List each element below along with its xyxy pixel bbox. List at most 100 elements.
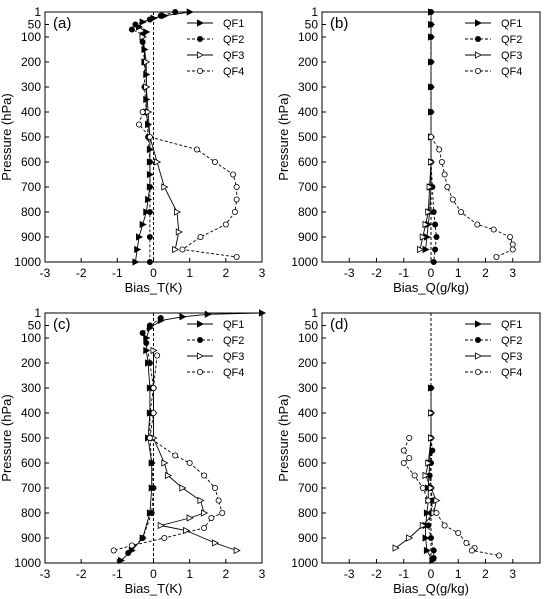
data-point — [211, 158, 218, 165]
data-point — [222, 221, 229, 228]
x-tick-label: 2 — [222, 567, 229, 581]
data-point — [161, 535, 168, 542]
legend: QF1 QF2 QF3 QF4 — [465, 319, 522, 379]
y-tick-label: 300 — [21, 80, 41, 94]
data-point — [143, 83, 151, 91]
data-point — [438, 158, 445, 165]
data-point — [139, 535, 146, 542]
y-tick-label: 400 — [21, 105, 41, 119]
x-tick-label: 3 — [509, 266, 516, 280]
y-tick-label: 1 — [34, 306, 41, 320]
data-point — [193, 146, 200, 153]
data-point — [175, 228, 183, 236]
x-tick-label: -1 — [398, 266, 409, 280]
y-tick-label: 400 — [298, 406, 318, 420]
y-axis-label: Pressure (hPa) — [0, 93, 14, 180]
y-tick-label: 700 — [21, 180, 41, 194]
data-point — [110, 547, 117, 554]
data-point — [493, 253, 500, 260]
data-point — [233, 183, 240, 190]
data-point — [201, 509, 209, 517]
legend-marker — [475, 19, 483, 27]
y-tick-label: 500 — [298, 130, 318, 144]
data-point — [157, 314, 164, 321]
legend: QF1 QF2 QF3 QF4 — [187, 18, 244, 78]
series-qf4 — [110, 352, 226, 554]
x-axis-label: Bias_T(K) — [125, 280, 183, 295]
data-point — [134, 245, 142, 254]
data-point — [150, 384, 157, 391]
series-qf3 — [392, 409, 441, 552]
y-tick-label: 700 — [21, 481, 41, 495]
x-tick-label: -2 — [76, 266, 87, 280]
data-point — [441, 522, 448, 529]
legend-label: QF2 — [223, 335, 244, 347]
data-point — [211, 484, 218, 491]
data-point — [117, 556, 126, 565]
data-point — [428, 484, 436, 492]
data-point — [425, 208, 433, 216]
series-line — [153, 350, 237, 551]
data-point — [231, 208, 238, 215]
legend-marker — [197, 19, 205, 27]
y-tick-label: 900 — [298, 531, 318, 545]
data-point — [154, 352, 161, 359]
series-line — [113, 355, 223, 551]
panel-label: (b) — [330, 15, 348, 32]
data-point — [157, 12, 164, 19]
data-point — [146, 434, 153, 441]
y-tick-label: 600 — [21, 155, 41, 169]
data-point — [143, 346, 151, 355]
data-point — [139, 220, 147, 229]
y-tick-label: 100 — [21, 30, 41, 44]
data-point — [186, 8, 194, 16]
legend-label: QF1 — [501, 18, 522, 30]
data-point — [509, 241, 516, 248]
data-point — [179, 484, 187, 492]
y-tick-label: 900 — [21, 230, 41, 244]
y-tick-label: 300 — [298, 381, 318, 395]
legend-marker — [475, 51, 483, 59]
y-tick-label: 800 — [298, 205, 318, 219]
data-point — [146, 208, 153, 215]
legend-label: QF3 — [223, 50, 244, 62]
data-point — [172, 245, 180, 254]
data-point — [392, 544, 400, 552]
data-point — [449, 196, 456, 203]
y-tick-label: 100 — [298, 331, 318, 345]
data-point — [136, 233, 144, 241]
data-point — [423, 509, 431, 517]
legend-label: QF4 — [223, 66, 244, 78]
data-point — [201, 472, 208, 479]
y-tick-label: 900 — [21, 531, 41, 545]
series-qf1 — [117, 309, 267, 565]
series-line — [419, 137, 432, 250]
series-line — [403, 437, 500, 556]
y-tick-label: 50 — [305, 18, 319, 32]
y-tick-label: 300 — [21, 381, 41, 395]
data-point — [441, 171, 448, 178]
y-tick-label: 800 — [21, 506, 41, 520]
x-tick-label: 0 — [428, 266, 435, 280]
data-point — [146, 384, 154, 392]
y-tick-label: 600 — [298, 456, 318, 470]
data-point — [422, 220, 430, 229]
x-tick-label: 1 — [186, 266, 193, 280]
data-point — [468, 547, 475, 554]
y-tick-label: 50 — [28, 18, 42, 32]
data-point — [211, 539, 220, 547]
data-point — [427, 8, 434, 15]
data-point — [139, 33, 147, 41]
series-qf3 — [139, 33, 183, 254]
panel-label: (a) — [53, 15, 71, 32]
data-point — [427, 84, 434, 91]
data-point — [164, 471, 173, 480]
data-point — [428, 434, 436, 442]
y-tick-label: 200 — [21, 356, 41, 370]
series-qf4 — [136, 109, 240, 260]
data-point — [490, 226, 497, 233]
data-point — [139, 18, 147, 26]
